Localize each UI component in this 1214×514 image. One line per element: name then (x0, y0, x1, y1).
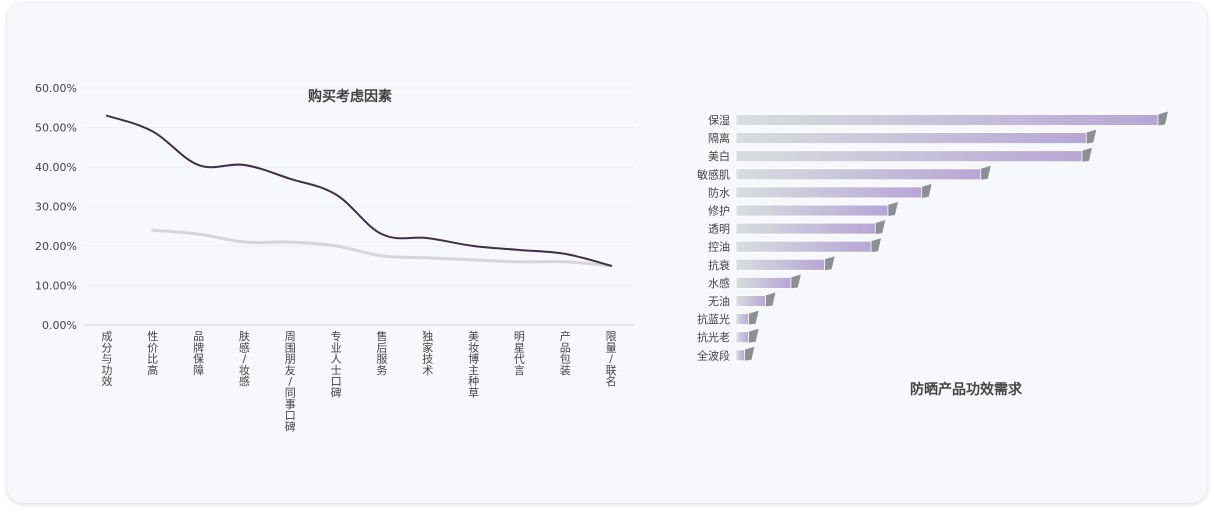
bar-side (1082, 147, 1093, 162)
bar-side (824, 256, 835, 271)
line-series-secondary (151, 228, 613, 268)
bar (735, 349, 745, 362)
bar-category-label: 隔离 (708, 131, 730, 145)
x-tick-label: 性价比高 (147, 329, 158, 377)
bar (735, 132, 1087, 145)
y-tick-label: 60.00% (35, 82, 77, 95)
x-tick-label: 限量/联名 (606, 330, 617, 388)
line-chart-title: 购买考虑因素 (308, 88, 392, 105)
bar-category-label: 保湿 (708, 113, 730, 127)
bar (735, 150, 1083, 163)
bar-chart-title: 防晒产品功效需求 (910, 381, 1023, 398)
bar-category-label: 水感 (708, 277, 730, 290)
bar-category-label: 透明 (708, 223, 730, 236)
bar-side (980, 165, 991, 180)
bar-category-label: 全波段 (697, 348, 730, 362)
bar (735, 313, 750, 326)
x-tick-label: 美妆博主种草 (468, 330, 479, 400)
bar-side (748, 310, 759, 325)
bar-side (887, 202, 898, 216)
bar-side (1086, 129, 1097, 144)
x-tick-label: 售后服务 (376, 329, 387, 377)
bar (735, 186, 923, 199)
y-tick-label: 10.00% (35, 280, 77, 293)
bar-category-label: 抗光老 (697, 330, 730, 344)
x-tick-label: 独家技术 (422, 330, 433, 377)
bar-category-label: 美白 (708, 149, 730, 163)
bar-side (744, 346, 755, 361)
bar-side (921, 183, 932, 198)
x-tick-label: 明星代言 (514, 330, 525, 377)
bar (735, 168, 982, 181)
bar (735, 276, 792, 289)
line-chart: 0.00% 10.00% 20.00% 30.00% 40.00% 50.00% 60.00… (35, 82, 634, 433)
x-tick-label: 产品包装 (560, 329, 571, 377)
bar-category-label: 抗衰 (708, 258, 730, 272)
bar-side (748, 328, 759, 343)
bar (735, 114, 1159, 126)
y-tick-label: 40.00% (35, 161, 77, 174)
bar-side (790, 274, 801, 289)
bar (735, 258, 826, 271)
bar-side (875, 220, 886, 235)
bar-category-label: 修护 (708, 204, 730, 218)
bar-category-label: 无油 (708, 294, 730, 308)
bar (735, 240, 872, 253)
dashboard-card (7, 3, 1207, 503)
bar-side (765, 292, 776, 307)
bar (735, 295, 766, 307)
bar (735, 204, 889, 217)
bar (735, 331, 750, 344)
y-tick-label: 50.00% (35, 122, 77, 135)
line-series-primary (105, 114, 613, 267)
x-tick-label: 周围朋友/同事口碑 (285, 330, 296, 433)
bar-category-label: 控油 (708, 240, 730, 254)
bar-side (871, 238, 882, 253)
bar-category-label: 防水 (708, 185, 730, 199)
x-tick-label: 肤感/妆感 (239, 329, 250, 388)
bar-category-label: 敏感肌 (697, 167, 730, 181)
bar-category-label: 抗蓝光 (697, 312, 730, 326)
x-tick-label: 专业人士口碑 (331, 329, 342, 400)
bar-side (1158, 111, 1168, 126)
x-tick-label: 成分与功效 (101, 330, 112, 388)
bar (735, 222, 876, 235)
y-tick-label: 30.00% (35, 201, 77, 214)
y-tick-label: 20.00% (35, 240, 77, 253)
y-tick-label: 0.00% (42, 319, 77, 332)
x-tick-label: 品牌保障 (193, 330, 204, 377)
